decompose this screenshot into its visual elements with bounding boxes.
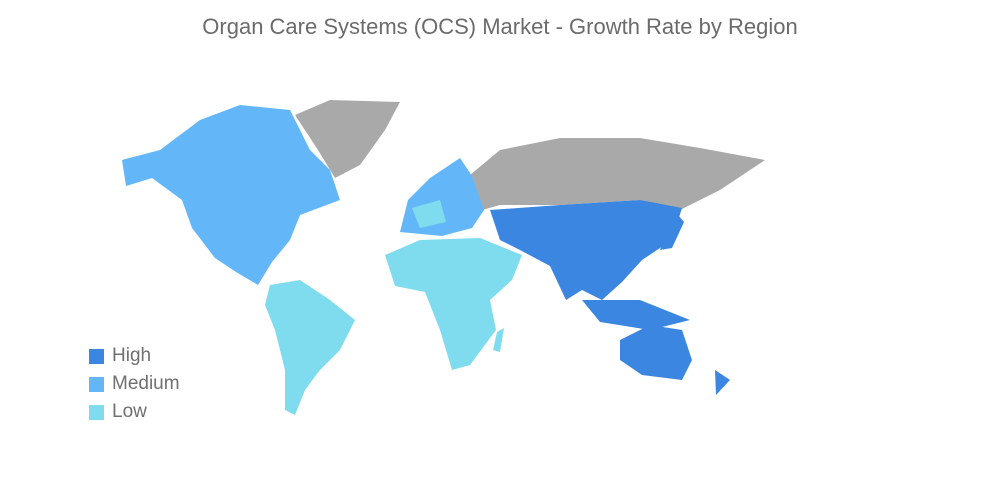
region-japan [660,215,684,250]
region-middle-east-africa [385,238,522,370]
legend-swatch-low [89,404,104,420]
legend-label: High [112,345,152,366]
region-russia [470,138,765,210]
legend-swatch-high [89,348,104,364]
region-australia [620,325,692,380]
region-indonesia [582,300,690,330]
legend: High Medium Low [89,342,180,426]
region-europe [400,158,484,236]
region-madagascar [493,328,504,352]
legend-item-medium: Medium [89,370,180,398]
region-south-america [265,280,355,415]
region-new-zealand [715,370,730,395]
region-western-europe [412,200,446,228]
region-greenland [295,100,400,178]
region-north-america [122,105,340,285]
legend-item-high: High [89,342,180,370]
chart-title: Organ Care Systems (OCS) Market - Growth… [202,14,798,39]
legend-label: Low [112,401,147,422]
legend-label: Medium [112,373,180,394]
legend-swatch-medium [89,376,104,392]
region-asia [490,200,682,300]
legend-item-low: Low [89,398,180,426]
